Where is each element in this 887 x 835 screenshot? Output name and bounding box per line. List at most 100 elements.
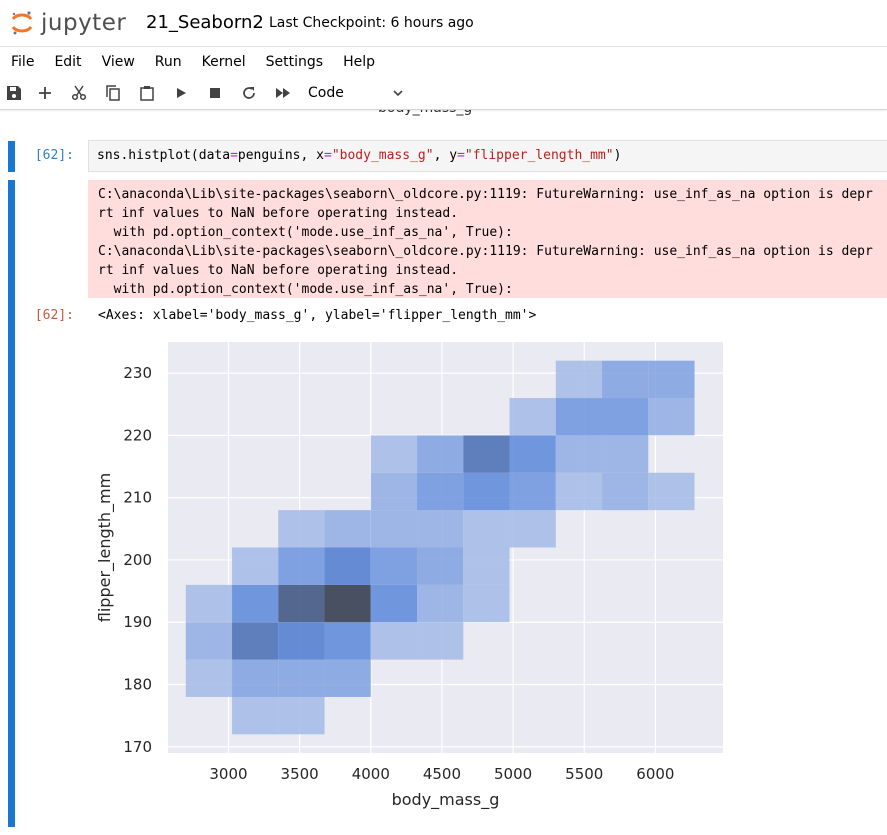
save-button[interactable] <box>0 77 28 109</box>
copy-icon <box>106 85 120 101</box>
paste-button[interactable] <box>130 77 164 109</box>
last-checkpoint: Last Checkpoint: 6 hours ago <box>269 15 474 31</box>
code-editor[interactable]: sns.histplot(data=penguins, x="body_mass… <box>88 140 887 172</box>
y-tick-label: 170 <box>123 738 152 756</box>
stderr-line: with pd.option_context('mode.use_inf_as_… <box>98 225 513 240</box>
stderr-line: with pd.option_context('mode.use_inf_as_… <box>98 282 513 297</box>
input-collapser[interactable] <box>8 141 15 172</box>
y-tick-label: 220 <box>123 426 152 444</box>
hist-bin <box>370 547 418 585</box>
notebook-toolbar: Code <box>0 77 887 110</box>
hist-bin <box>278 696 325 735</box>
stderr-line: rt inf values to NaN before operating in… <box>98 263 459 278</box>
hist-bin <box>509 435 556 473</box>
hist-bin <box>602 398 649 436</box>
hist-bin <box>463 472 510 511</box>
stop-icon <box>210 88 220 98</box>
hist-bin <box>370 622 418 660</box>
hist-bin <box>555 360 603 399</box>
hist-bin <box>370 510 418 548</box>
hist-bin <box>417 510 464 548</box>
hist-bin <box>278 659 325 697</box>
hist-bin <box>324 622 371 660</box>
hist-bin <box>232 584 279 623</box>
cut-icon <box>71 85 87 101</box>
menu-run[interactable]: Run <box>154 54 182 70</box>
jupyter-wordmark: jupyter <box>41 10 127 36</box>
y-tick-label: 190 <box>123 613 152 631</box>
hist-bin <box>417 622 464 660</box>
menu-view[interactable]: View <box>101 54 135 70</box>
insert-cell-button[interactable] <box>28 77 62 109</box>
cut-button[interactable] <box>62 77 96 109</box>
code-token: = <box>323 148 332 163</box>
menu-file[interactable]: File <box>11 54 35 70</box>
hist-bin <box>648 398 695 436</box>
hist-bin <box>463 510 510 548</box>
menubar: File Edit View Run Kernel Settings Help <box>0 46 887 78</box>
hist-bin <box>370 472 418 511</box>
hist-bin <box>509 472 556 511</box>
output-collapser[interactable] <box>8 180 15 827</box>
stderr-line: rt inf values to NaN before operating in… <box>98 206 459 221</box>
restart-run-all-button[interactable] <box>266 77 300 109</box>
y-tick-label: 180 <box>123 676 152 694</box>
hist-bin <box>417 584 464 623</box>
code-token: = <box>230 148 238 163</box>
hist-bin <box>602 360 649 399</box>
hist-bin <box>278 622 325 660</box>
jupyter-logo-icon <box>11 11 33 35</box>
hist-bin <box>324 547 371 585</box>
hist-bin <box>463 435 510 473</box>
x-tick-label: 5500 <box>565 765 603 783</box>
x-axis-label: body_mass_g <box>392 790 500 810</box>
hist-bin <box>602 472 649 511</box>
interrupt-button[interactable] <box>198 77 232 109</box>
jupyter-logo[interactable]: jupyter <box>10 8 136 38</box>
code-line: sns.histplot(data=penguins, x="body_mass… <box>97 148 621 163</box>
x-tick-label: 3000 <box>209 765 247 783</box>
hist-bin <box>278 510 325 548</box>
stderr-line: C:\anaconda\Lib\site-packages\seaborn\_o… <box>98 244 873 259</box>
input-prompt: [62]: <box>34 148 74 163</box>
code-string: "flipper_length_mm" <box>464 148 614 163</box>
hist-bin <box>324 510 371 548</box>
hist-bin <box>278 584 325 623</box>
menu-settings[interactable]: Settings <box>265 54 324 70</box>
hist-bin <box>324 659 371 697</box>
hist-bin <box>185 659 233 697</box>
x-tick-label: 3500 <box>281 765 319 783</box>
run-button[interactable] <box>164 77 198 109</box>
stderr-output: C:\anaconda\Lib\site-packages\seaborn\_o… <box>88 180 887 298</box>
hist-bin <box>555 435 603 473</box>
hist-bin <box>278 547 325 585</box>
hist-bin <box>417 435 464 473</box>
hist-bin <box>185 584 233 623</box>
code-token: = <box>457 148 465 163</box>
paste-icon <box>140 86 154 101</box>
copy-button[interactable] <box>96 77 130 109</box>
restart-button[interactable] <box>232 77 266 109</box>
notebook-title[interactable]: 21_Seaborn2 <box>146 12 264 33</box>
hist-bin <box>648 472 695 511</box>
y-tick-label: 210 <box>123 489 152 507</box>
menu-help[interactable]: Help <box>343 54 375 70</box>
hist-bin <box>370 435 418 473</box>
hist-bin <box>602 435 649 473</box>
add-cell-icon <box>39 87 51 99</box>
histplot-figure: 3000 3500 4000 4500 5000 5500 6000 170 180 190 200… <box>95 342 723 810</box>
x-tick-label: 5000 <box>494 765 532 783</box>
y-tick-label: 200 <box>123 551 152 569</box>
menu-kernel[interactable]: Kernel <box>201 54 246 70</box>
cell-type-dropdown[interactable]: Code <box>308 85 404 101</box>
hist-bin <box>232 696 279 735</box>
x-tick-label: 4000 <box>352 765 390 783</box>
menu-edit[interactable]: Edit <box>54 54 82 70</box>
code-string: "body_mass_g" <box>331 148 434 163</box>
run-icon <box>177 88 186 98</box>
y-tick-label: 230 <box>123 364 152 382</box>
cell-type-label: Code <box>308 85 344 101</box>
hist-bin <box>417 472 464 511</box>
hist-bin <box>370 584 418 623</box>
code-token: , y <box>433 148 458 163</box>
